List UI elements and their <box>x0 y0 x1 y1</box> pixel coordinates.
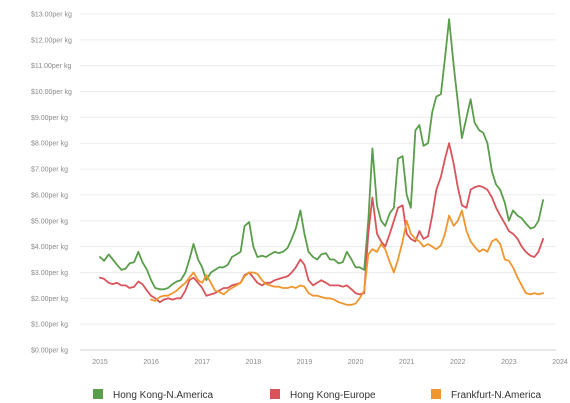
x-tick-label: 2024 <box>552 359 568 366</box>
y-axis-tick-labels: $0.00per kg $1.00per kg $2.00per kg $3.00pe… <box>31 12 72 355</box>
y-tick-label: $2.00per kg <box>31 296 68 303</box>
y-tick-label: $6.00per kg <box>31 192 68 199</box>
series-line-2 <box>99 142 544 304</box>
legend-swatch <box>431 389 441 399</box>
y-tick-label: $3.00per kg <box>31 270 68 277</box>
y-tick-label: $9.00per kg <box>31 115 68 122</box>
y-tick-label: $0.00per kg <box>31 348 68 355</box>
legend-label: Hong Kong-Europe <box>290 390 376 401</box>
x-tick-label: 2019 <box>297 359 313 366</box>
series-line-3 <box>150 209 544 306</box>
y-tick-label: $7.00per kg <box>31 167 68 174</box>
legend: Hong Kong-N.America Hong Kong-Europe Frank… <box>93 389 541 401</box>
y-tick-label: $5.00per kg <box>31 218 68 225</box>
y-tick-label: $8.00per kg <box>31 141 68 148</box>
series-lines <box>99 18 544 306</box>
series-line-1 <box>99 18 544 291</box>
x-tick-label: 2020 <box>348 359 364 366</box>
grid-lines <box>80 13 556 351</box>
y-tick-label: $1.00per kg <box>31 322 68 329</box>
y-tick-label: $13.00per kg <box>31 12 72 19</box>
x-tick-label: 2022 <box>450 359 466 366</box>
y-tick-label: $12.00per kg <box>31 37 72 44</box>
x-tick-label: 2021 <box>399 359 415 366</box>
y-tick-label: $4.00per kg <box>31 244 68 251</box>
x-tick-label: 2016 <box>143 359 159 366</box>
x-tick-label: 2023 <box>501 359 517 366</box>
legend-swatch <box>93 389 103 399</box>
legend-label: Hong Kong-N.America <box>113 390 213 401</box>
x-tick-label: 2017 <box>194 359 210 366</box>
legend-swatch <box>270 389 280 399</box>
x-tick-label: 2018 <box>246 359 262 366</box>
y-tick-label: $10.00per kg <box>31 89 72 96</box>
legend-label: Frankfurt-N.America <box>451 390 541 401</box>
y-tick-label: $11.00per kg <box>31 63 71 70</box>
x-axis-tick-labels: 2015 2016 2017 2018 2019 2020 2021 2022 2023 2024 <box>92 359 568 366</box>
x-tick-label: 2015 <box>92 359 108 366</box>
